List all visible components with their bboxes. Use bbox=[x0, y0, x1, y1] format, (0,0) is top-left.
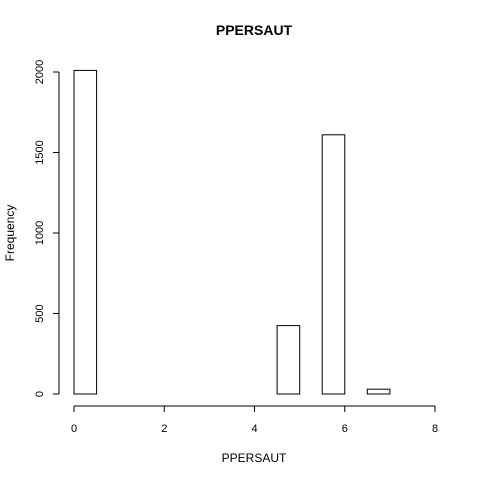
x-axis: 0 2 4 6 8 bbox=[71, 405, 438, 435]
histogram-bar bbox=[366, 388, 391, 395]
x-tick-label: 6 bbox=[342, 423, 348, 435]
y-axis: 0 500 1000 1500 2000 bbox=[34, 60, 60, 397]
y-axis-label: Frequency bbox=[3, 205, 17, 262]
y-tick-label: 1000 bbox=[34, 221, 46, 245]
histogram-bar bbox=[73, 69, 98, 395]
x-tick-label: 0 bbox=[71, 423, 77, 435]
x-tick-label: 4 bbox=[251, 423, 257, 435]
y-tick-label: 500 bbox=[34, 304, 46, 322]
histogram-bar bbox=[321, 134, 346, 395]
bars-group bbox=[73, 69, 391, 395]
y-tick-label: 1500 bbox=[34, 140, 46, 164]
x-axis-label: PPERSAUT bbox=[222, 451, 287, 465]
x-tick-label: 8 bbox=[432, 423, 438, 435]
chart-title: PPERSAUT bbox=[216, 22, 293, 38]
x-tick-label: 2 bbox=[161, 423, 167, 435]
y-tick-label: 0 bbox=[34, 391, 46, 397]
y-tick-label: 2000 bbox=[34, 60, 46, 84]
histogram-bar bbox=[276, 325, 301, 395]
